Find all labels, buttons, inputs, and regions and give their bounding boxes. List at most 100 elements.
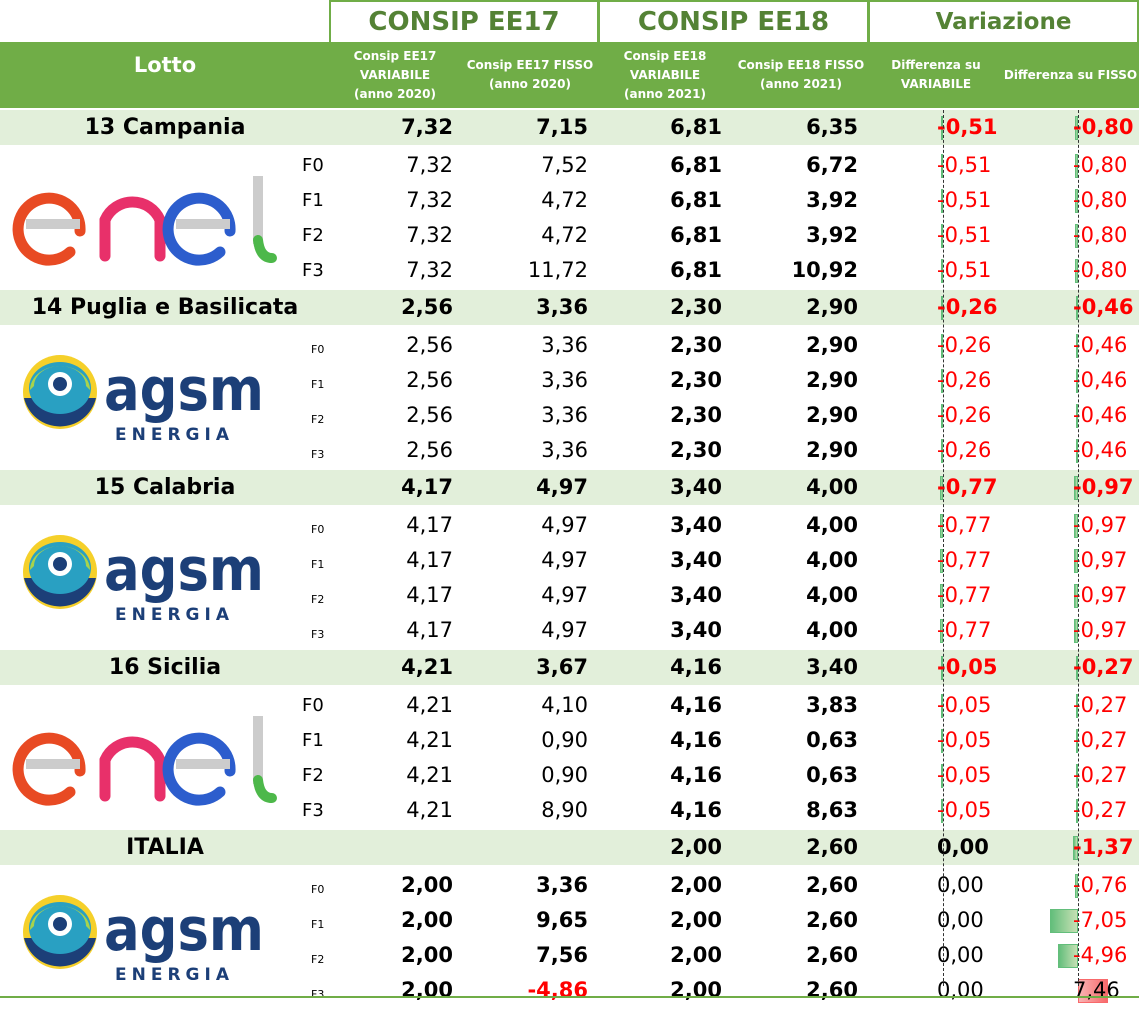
band-value: 0,90 (541, 728, 588, 752)
region-value: 3,67 (536, 655, 588, 679)
band-row: F3 2,00 -4,86 2,00 2,60 0,00 7,46 (0, 973, 1139, 1008)
region-diff-variabile: -0,05 (937, 655, 998, 679)
region-value: 6,81 (670, 115, 722, 139)
band-row: F2 4,21 0,90 4,16 0,63 -0,05 -0,27 (0, 758, 1139, 793)
region-diff-variabile-bar (941, 296, 943, 320)
band-value: 2,60 (806, 978, 858, 1002)
band-value: 2,30 (670, 403, 722, 427)
band-diff-variabile-bar (941, 729, 943, 753)
band-value: 4,17 (406, 583, 453, 607)
band-label: F0 (311, 883, 325, 896)
band-diff-variabile: -0,77 (937, 548, 992, 572)
band-label: F1 (311, 558, 325, 571)
band-diff-fisso-bar (1076, 764, 1078, 788)
band-value: 3,83 (806, 693, 858, 717)
band-diff-variabile: 0,00 (937, 873, 984, 897)
band-value: 7,32 (406, 258, 453, 282)
band-row: F1 4,17 4,97 3,40 4,00 -0,77 -0,97 (0, 543, 1139, 578)
region-value: 3,40 (806, 655, 858, 679)
region-diff-fisso-bar (1076, 296, 1078, 320)
header-consip-ee17: CONSIP EE17 (329, 0, 599, 42)
band-value: 2,00 (670, 908, 722, 932)
band-diff-variabile-bar (940, 154, 943, 178)
band-row: F0 2,56 3,36 2,30 2,90 -0,26 -0,46 (0, 328, 1139, 363)
band-value: 3,36 (541, 333, 588, 357)
region-value: 4,21 (401, 655, 453, 679)
band-label: F0 (311, 343, 325, 356)
header-variazione-label: Variazione (935, 9, 1072, 35)
logo-enel (0, 148, 295, 288)
band-diff-variabile-bar (940, 259, 943, 283)
band-label: F3 (311, 628, 325, 641)
region-value: 4,97 (536, 475, 588, 499)
band-value: 4,16 (670, 798, 722, 822)
band-diff-fisso: -0,27 (1073, 693, 1128, 717)
band-diff-fisso: -0,46 (1073, 403, 1128, 427)
region-value: 6,35 (806, 115, 858, 139)
band-value: 7,32 (406, 188, 453, 212)
band-row: F0 4,21 4,10 4,16 3,83 -0,05 -0,27 (0, 688, 1139, 723)
region-value: 4,16 (670, 655, 722, 679)
header-consip-ee18: CONSIP EE18 (598, 0, 869, 42)
band-value: 2,90 (806, 333, 858, 357)
region-diff-variabile: -0,77 (937, 475, 998, 499)
band-value: 3,36 (541, 403, 588, 427)
band-label: F1 (302, 190, 324, 211)
band-value: 3,36 (541, 368, 588, 392)
band-value: 2,56 (406, 438, 453, 462)
band-diff-fisso-bar (1074, 874, 1078, 898)
band-diff-fisso: -0,46 (1073, 368, 1128, 392)
region-diff-fisso: -0,97 (1073, 475, 1134, 499)
band-value: 3,40 (670, 513, 722, 537)
region-diff-fisso-bar (1072, 836, 1078, 860)
band-label: F1 (302, 730, 324, 751)
band-diff-variabile: 0,00 (937, 978, 984, 1002)
band-row: F1 2,00 9,65 2,00 2,60 0,00 -7,05 (0, 903, 1139, 938)
band-value: 4,17 (406, 618, 453, 642)
band-diff-variabile: -0,26 (937, 368, 992, 392)
band-diff-variabile-bar (941, 439, 943, 463)
band-value: 2,90 (806, 438, 858, 462)
band-diff-variabile: -0,77 (937, 583, 992, 607)
band-label: F3 (302, 260, 324, 281)
band-label: F3 (302, 800, 324, 821)
band-value: 7,32 (406, 153, 453, 177)
band-value: 4,97 (541, 548, 588, 572)
band-diff-fisso: -0,46 (1073, 438, 1128, 462)
band-value: 4,72 (541, 223, 588, 247)
header-variazione: Variazione (868, 0, 1139, 42)
column-header-diff-variabile: Differenza su VARIABILE (891, 58, 981, 91)
band-value: 3,40 (670, 618, 722, 642)
band-diff-fisso-bar (1076, 694, 1078, 718)
band-diff-variabile-bar (941, 369, 943, 393)
region-diff-variabile-bar (941, 656, 943, 680)
band-diff-variabile-bar (940, 224, 943, 248)
region-row: 13 Campania 7,32 7,15 6,81 6,35 -0,51 -0,80 (0, 110, 1139, 145)
band-value: 7,32 (406, 223, 453, 247)
band-value: 3,40 (670, 548, 722, 572)
region-value: 3,40 (670, 475, 722, 499)
band-diff-variabile-bar (939, 549, 943, 573)
region-name: 15 Calabria (94, 475, 236, 500)
band-diff-fisso-bar (1058, 944, 1078, 968)
band-diff-variabile-bar (941, 694, 943, 718)
region-value: 4,17 (401, 475, 453, 499)
band-diff-variabile: -0,51 (937, 188, 992, 212)
column-header-lotto: Lotto (133, 53, 197, 77)
region-value: 7,32 (401, 115, 453, 139)
band-row: F1 4,21 0,90 4,16 0,63 -0,05 -0,27 (0, 723, 1139, 758)
band-label: F2 (311, 593, 325, 606)
svg-text:agsm: agsm (104, 355, 264, 425)
band-diff-variabile-bar (941, 764, 943, 788)
band-value: -4,86 (527, 978, 588, 1002)
band-label: F2 (302, 225, 324, 246)
band-label: F2 (311, 413, 325, 426)
band-value: 0,63 (806, 763, 858, 787)
region-value: 2,30 (670, 295, 722, 319)
band-value: 6,81 (670, 188, 722, 212)
band-diff-variabile: -0,05 (937, 798, 992, 822)
region-diff-fisso: -0,80 (1073, 115, 1134, 139)
